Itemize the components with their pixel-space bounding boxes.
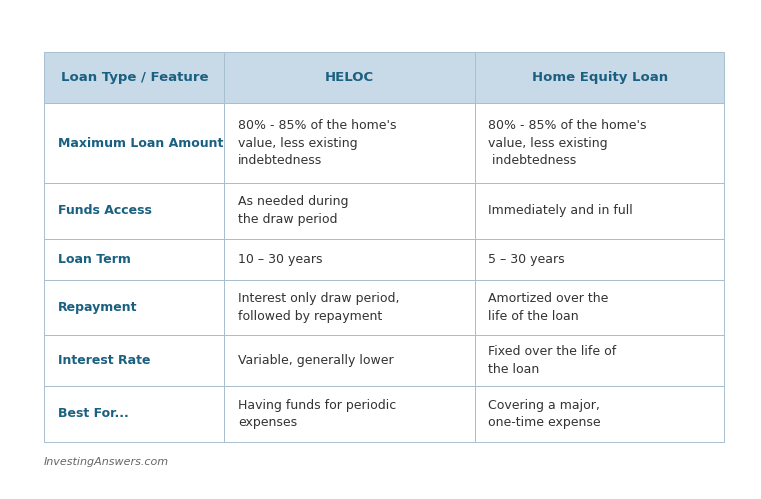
- Bar: [475, 183, 724, 239]
- Bar: [224, 279, 475, 335]
- Bar: [224, 52, 475, 103]
- Bar: [224, 239, 475, 279]
- Bar: [224, 335, 475, 386]
- Text: Loan Type / Feature: Loan Type / Feature: [61, 71, 208, 84]
- Text: 10 – 30 years: 10 – 30 years: [238, 252, 323, 265]
- Text: Repayment: Repayment: [58, 301, 137, 314]
- Text: Funds Access: Funds Access: [58, 204, 151, 217]
- Bar: [44, 239, 224, 279]
- Text: Best For...: Best For...: [58, 407, 129, 420]
- Bar: [44, 103, 224, 183]
- Text: InvestingAnswers.com: InvestingAnswers.com: [44, 457, 169, 467]
- Text: Amortized over the
life of the loan: Amortized over the life of the loan: [489, 292, 609, 323]
- Bar: [475, 239, 724, 279]
- Text: HELOC: HELOC: [325, 71, 374, 84]
- Text: 5 – 30 years: 5 – 30 years: [489, 252, 565, 265]
- Bar: [475, 386, 724, 442]
- Bar: [44, 183, 224, 239]
- Text: Immediately and in full: Immediately and in full: [489, 204, 633, 217]
- Text: Fixed over the life of
the loan: Fixed over the life of the loan: [489, 345, 616, 376]
- Text: Interest Rate: Interest Rate: [58, 354, 151, 367]
- Bar: [224, 386, 475, 442]
- Text: Interest only draw period,
followed by repayment: Interest only draw period, followed by r…: [238, 292, 400, 323]
- Text: Home Equity Loan: Home Equity Loan: [532, 71, 667, 84]
- Text: As needed during
the draw period: As needed during the draw period: [238, 196, 349, 226]
- Text: Having funds for periodic
expenses: Having funds for periodic expenses: [238, 399, 396, 429]
- Bar: [475, 52, 724, 103]
- Bar: [44, 279, 224, 335]
- Text: Loan Term: Loan Term: [58, 252, 131, 265]
- Text: Covering a major,
one-time expense: Covering a major, one-time expense: [489, 399, 601, 429]
- Bar: [44, 335, 224, 386]
- Text: Maximum Loan Amount: Maximum Loan Amount: [58, 137, 223, 150]
- Bar: [224, 183, 475, 239]
- Bar: [475, 335, 724, 386]
- Bar: [44, 52, 224, 103]
- Bar: [475, 103, 724, 183]
- Text: 80% - 85% of the home's
value, less existing
indebtedness: 80% - 85% of the home's value, less exis…: [238, 119, 396, 167]
- Bar: [44, 386, 224, 442]
- Bar: [475, 279, 724, 335]
- Text: 80% - 85% of the home's
value, less existing
 indebtedness: 80% - 85% of the home's value, less exis…: [489, 119, 647, 167]
- Bar: [224, 103, 475, 183]
- Text: Variable, generally lower: Variable, generally lower: [238, 354, 393, 367]
